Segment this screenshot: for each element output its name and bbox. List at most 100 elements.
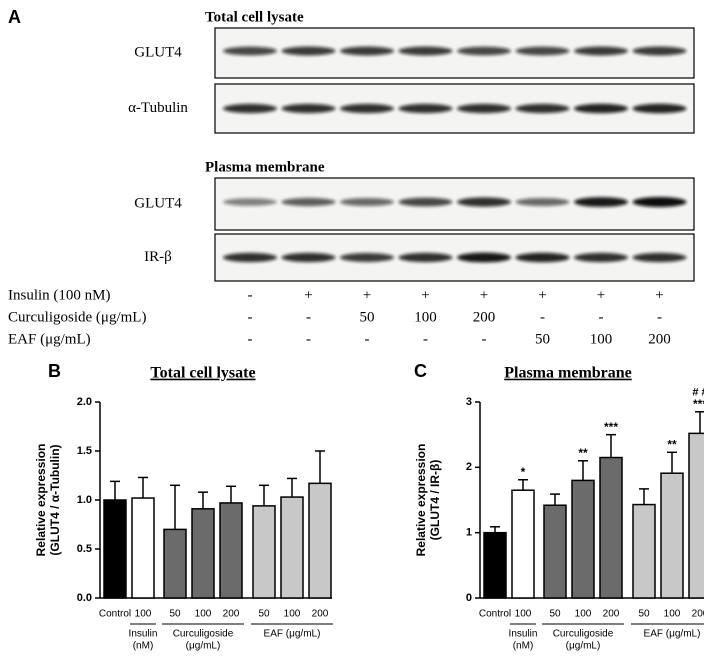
blot-band [281, 103, 336, 114]
significance: *** [604, 420, 618, 434]
y-tick-label: 3 [466, 396, 472, 408]
group-label: (nM) [513, 641, 534, 652]
y-tick-label: 2 [466, 461, 472, 473]
y-axis-label: Relative expression [34, 444, 48, 557]
treatment-cell: + [363, 287, 371, 303]
treatment-cell: - [657, 309, 662, 325]
significance: ** [578, 446, 588, 460]
blot-band [223, 198, 277, 206]
blot-row-label: GLUT4 [134, 44, 182, 60]
significance: ** [667, 437, 677, 451]
significance: * [521, 465, 526, 479]
blot-band [574, 197, 628, 207]
bar-chart: C Plasma membrane Relative expression (GLUT… [414, 361, 704, 652]
bar [543, 504, 567, 599]
treatment-name: Insulin (100 nM) [8, 287, 111, 303]
group-label: Insulin [129, 629, 158, 640]
y-tick-label: 0.0 [77, 592, 92, 604]
panel-label: C [414, 361, 427, 381]
blot-band [457, 46, 511, 56]
chart-title: Plasma membrane [504, 365, 632, 382]
treatment-cell: 50 [360, 309, 375, 325]
y-tick-label: 1.5 [77, 445, 92, 457]
blot-band [398, 103, 453, 114]
x-tick-label: 100 [195, 609, 212, 620]
x-tick-label: 200 [692, 609, 704, 620]
group-label: Curculigoside [173, 629, 234, 640]
chart-title: Total cell lysate [150, 365, 255, 382]
bar [571, 479, 595, 599]
group-label: (nM) [133, 641, 154, 652]
blot-band [515, 46, 570, 56]
blot-band [223, 252, 277, 263]
bar [252, 505, 276, 599]
y-axis-label: (GLUT4 / α-Tubulin) [48, 444, 62, 555]
bar [599, 456, 623, 599]
bar [308, 482, 332, 599]
blot-band [281, 46, 336, 56]
x-tick-label: 200 [312, 609, 329, 620]
treatment-cell: - [248, 309, 253, 325]
x-tick-label: 50 [549, 609, 561, 620]
x-tick-label: 50 [258, 609, 270, 620]
y-tick-label: 1.0 [77, 494, 92, 506]
x-tick-label: 100 [575, 609, 592, 620]
panel-label: A [8, 7, 21, 27]
x-tick-label: Control [479, 609, 511, 620]
y-tick-label: 2.0 [77, 396, 92, 408]
bar [219, 502, 243, 599]
blot-band [515, 198, 570, 206]
bar [511, 489, 535, 599]
y-axis-label: (GLUT4 / IR-β) [428, 460, 442, 541]
bar [163, 528, 187, 599]
y-tick-label: 0.5 [77, 543, 92, 555]
group-label: (μg/mL) [566, 641, 601, 652]
bar [103, 499, 127, 599]
blot-band [632, 252, 687, 263]
blot-band [515, 252, 570, 263]
treatment-cell: + [304, 287, 312, 303]
blot-band [457, 252, 511, 263]
x-tick-label: 100 [515, 609, 532, 620]
treatment-cell: - [365, 331, 370, 347]
bar [131, 497, 155, 599]
bar [632, 503, 656, 599]
treatment-cell: - [482, 331, 487, 347]
blot-section-title: Total cell lysate [205, 9, 304, 25]
treatment-cell: 50 [535, 331, 550, 347]
treatment-cell: - [599, 309, 604, 325]
blot-band [340, 253, 394, 262]
bar [280, 496, 304, 599]
treatment-name: Curculigoside (μg/mL) [8, 309, 146, 325]
blot-band [632, 197, 687, 207]
treatment-cell: + [538, 287, 546, 303]
x-tick-label: 200 [223, 609, 240, 620]
group-label: (μg/mL) [186, 641, 221, 652]
x-tick-label: 100 [135, 609, 152, 620]
y-axis-label: Relative expression [414, 444, 428, 557]
blot-row-label: IR-β [144, 249, 172, 265]
blot-band [398, 252, 453, 263]
bar [660, 472, 684, 599]
bar [688, 432, 704, 599]
blot-band [574, 103, 628, 114]
treatment-cell: + [655, 287, 663, 303]
blot-band [340, 198, 394, 206]
treatment-name: EAF (μg/mL) [8, 331, 91, 347]
blot-band [515, 103, 570, 114]
blot-band [340, 103, 394, 114]
significance-vs-insulin: # # [692, 387, 704, 399]
blot-band [457, 103, 511, 114]
blot-section-title: Plasma membrane [205, 159, 325, 175]
group-label: EAF (μg/mL) [264, 629, 321, 640]
y-tick-label: 0 [466, 592, 472, 604]
treatment-cell: - [423, 331, 428, 347]
blot-band [340, 46, 394, 56]
group-label: Insulin [509, 629, 538, 640]
x-tick-label: 50 [169, 609, 181, 620]
group-label: Curculigoside [553, 629, 614, 640]
blot-band [281, 197, 336, 207]
group-label: EAF (μg/mL) [644, 629, 701, 640]
panel-label: B [48, 361, 61, 381]
